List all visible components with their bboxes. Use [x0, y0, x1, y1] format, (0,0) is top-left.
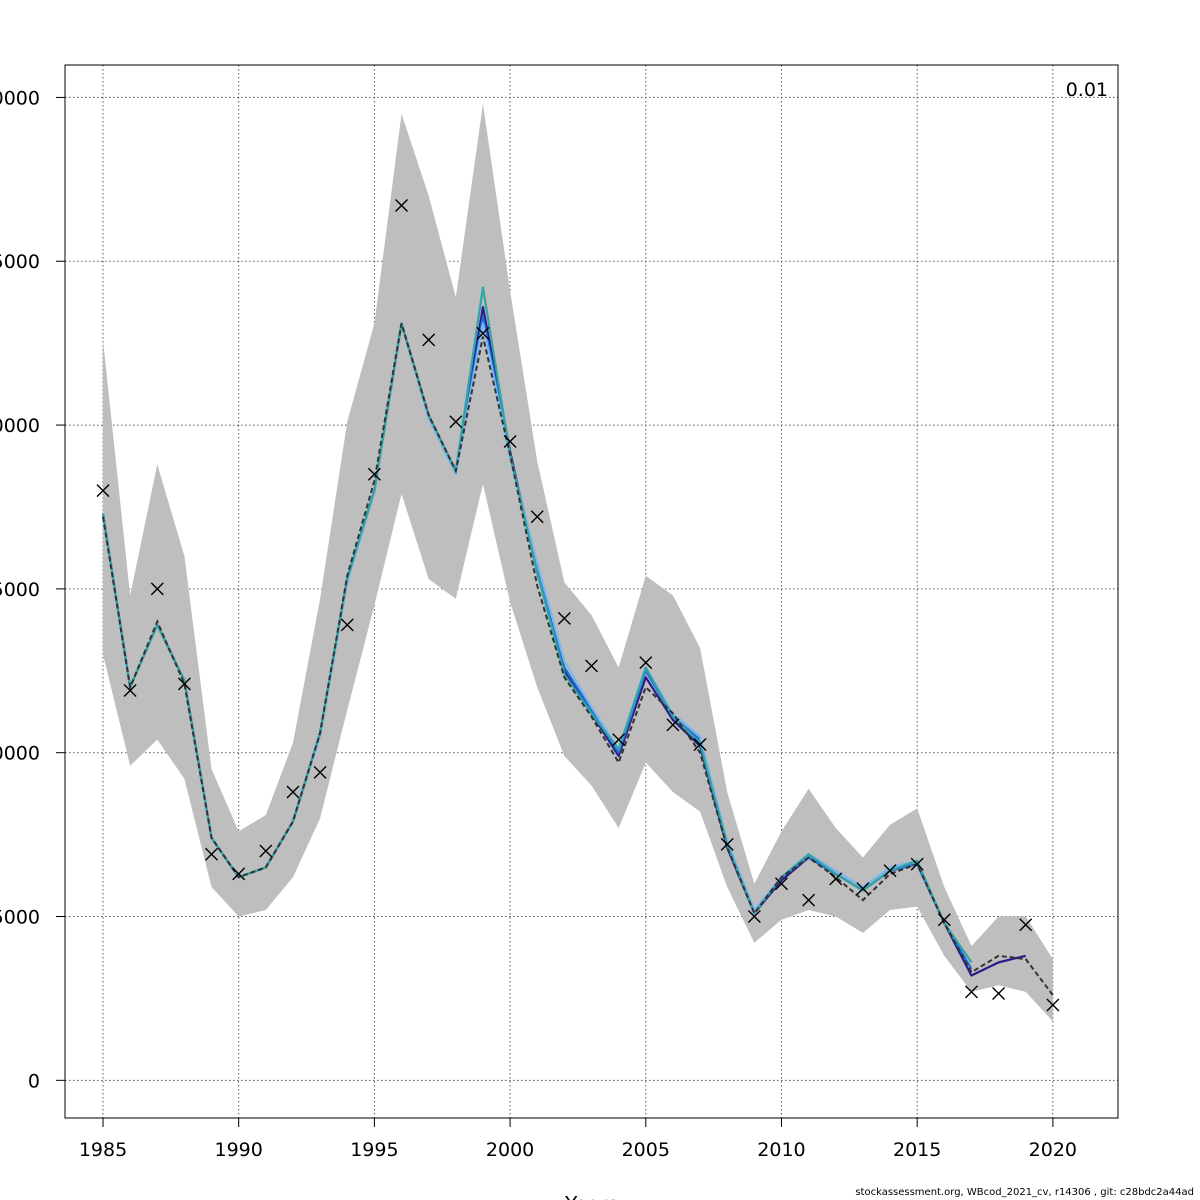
- observed-point: [422, 333, 436, 347]
- observed-point: [557, 611, 571, 625]
- footer-credit: stockassessment.org, WBcod_2021_cv, r143…: [855, 1187, 1194, 1198]
- observed-point: [123, 683, 137, 697]
- observed-point: [802, 893, 816, 907]
- observed-point: [720, 837, 734, 851]
- y-tick-label: 10000: [0, 743, 40, 765]
- observed-point: [259, 844, 273, 858]
- observed-point: [232, 867, 246, 881]
- observed-point: [367, 467, 381, 481]
- observed-point: [503, 434, 517, 448]
- observed-point: [1019, 918, 1033, 932]
- y-tick-label: 25000: [0, 251, 40, 273]
- x-axis-title: Years: [564, 1192, 618, 1200]
- confidence-band-area: [102, 103, 1053, 1022]
- observed-point: [964, 985, 978, 999]
- observed-points: [96, 199, 1060, 1012]
- observed-point: [883, 864, 897, 878]
- observed-point: [747, 910, 761, 924]
- observed-point: [96, 484, 110, 498]
- observed-point: [639, 656, 653, 670]
- mean-line: [102, 323, 1054, 996]
- observed-point: [612, 733, 626, 747]
- observed-point: [693, 738, 707, 751]
- observed-point: [910, 857, 924, 871]
- observed-point: [530, 510, 544, 524]
- observed-point: [666, 718, 680, 732]
- observed-point: [205, 847, 219, 861]
- observed-point: [774, 877, 788, 891]
- observed-point: [937, 913, 951, 927]
- observed-point: [476, 326, 490, 340]
- x-tick-label: 2005: [622, 1139, 670, 1161]
- x-tick-label: 1995: [350, 1139, 398, 1161]
- series-lines: [101, 286, 1054, 996]
- x-tick-label: 2020: [1029, 1139, 1077, 1161]
- observed-point: [1046, 998, 1060, 1012]
- y-tick-label: 5000: [0, 907, 40, 929]
- y-tick-label: 0: [28, 1070, 40, 1092]
- observed-point: [150, 582, 164, 596]
- observed-point: [340, 618, 354, 632]
- observed-point: [992, 987, 1006, 1000]
- y-tick-label: 30000: [0, 87, 40, 109]
- x-tick-label: 2010: [757, 1139, 805, 1161]
- x-tick-label: 2015: [893, 1139, 941, 1161]
- observed-point: [286, 785, 300, 799]
- observed-point: [856, 882, 870, 896]
- corner-label: 0.01: [1066, 79, 1108, 101]
- observed-point: [585, 659, 598, 673]
- observed-point: [177, 677, 191, 691]
- x-tick-label: 1990: [215, 1139, 263, 1161]
- confidence-band: [102, 103, 1053, 1022]
- y-tick-label: 15000: [0, 579, 40, 601]
- series-line-4: [101, 286, 973, 964]
- x-tick-label: 1985: [79, 1139, 127, 1161]
- observed-point: [395, 199, 409, 213]
- plot-frame: [64, 64, 1119, 1119]
- observed-point: [449, 415, 463, 429]
- observed-point: [829, 872, 843, 886]
- axes: 1985 1990 1995 2000 2005 2010 2015 2020 0 5000 100…: [0, 64, 1119, 1161]
- x-tick-label: 2000: [486, 1139, 534, 1161]
- observed-point: [313, 765, 327, 779]
